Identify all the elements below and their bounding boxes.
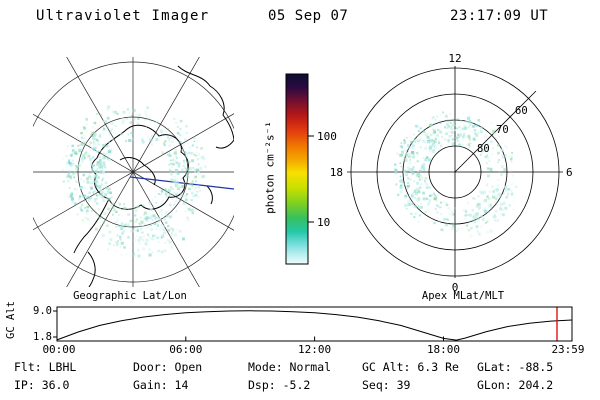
status-flt: Flt: LBHL <box>14 360 77 374</box>
mlt-label-0: 0 <box>452 281 459 294</box>
alt-ytick-1-8: 1.8 <box>33 331 52 343</box>
colorbar-gradient <box>285 73 309 265</box>
colorbar: 100 10 <box>285 73 337 265</box>
coastline-peninsula <box>73 198 110 254</box>
xtick-0600: 06:00 <box>169 343 202 356</box>
status-glat: GLat: -88.5 <box>477 360 554 374</box>
mlat-label-70: 70 <box>496 124 509 136</box>
altitude-x-ticks <box>53 310 444 341</box>
colorbar-tick-label-10: 10 <box>317 216 330 229</box>
mlat-label-80: 80 <box>477 143 490 155</box>
status-ip: IP: 36.0 <box>14 378 70 392</box>
coastline-south-america <box>87 251 96 287</box>
alt-ytick-9: 9.0 <box>33 305 52 317</box>
status-seq: Seq: 39 <box>362 378 411 392</box>
status-dsp: Dsp: -5.2 <box>248 378 311 392</box>
mlt-label-12: 12 <box>448 52 461 65</box>
geo-lat-lon-grid <box>33 57 234 287</box>
apex-polar-panel: 12 0 18 6 60 70 80 <box>330 52 573 294</box>
mlat-label-60: 60 <box>515 105 528 117</box>
status-glon: GLon: 204.2 <box>477 378 554 392</box>
observation-time: 23:17:09 UT <box>450 8 549 24</box>
mlt-label-18: 18 <box>330 166 343 179</box>
gc-altitude-curve <box>56 310 572 341</box>
apex-polar-grid <box>347 66 563 278</box>
page-title: Ultraviolet Imager <box>36 8 210 24</box>
mlt-label-6: 6 <box>566 166 573 179</box>
aurora-emission-geo <box>62 104 207 258</box>
coastline-interior-detail <box>119 157 156 186</box>
colorbar-tick-label-100: 100 <box>317 130 337 143</box>
coastline-antarctica <box>91 124 189 210</box>
altitude-panel: 9.0 1.8 00:00 06:00 12:00 18:00 23:59 <box>33 305 585 356</box>
coastline-island <box>206 185 213 205</box>
status-door: Door: Open <box>133 360 203 374</box>
xtick-2359: 23:59 <box>551 343 584 356</box>
status-gain: Gain: 14 <box>133 378 189 392</box>
coastline <box>73 65 234 287</box>
aurora-emission-apex <box>393 111 518 238</box>
xtick-0000: 00:00 <box>42 343 75 356</box>
observation-date: 05 Sep 07 <box>268 8 349 24</box>
xtick-1200: 12:00 <box>298 343 331 356</box>
apex-panel-caption: Apex MLat/MLT <box>421 290 505 302</box>
altitude-plot-box <box>56 306 573 342</box>
status-gc-alt: GC Alt: 6.3 Re <box>362 360 459 374</box>
status-mode: Mode: Normal <box>248 360 332 374</box>
terminator-line <box>129 176 234 190</box>
xtick-1800: 18:00 <box>427 343 460 356</box>
geo-map-panel <box>33 57 234 287</box>
geo-panel-caption: Geographic Lat/Lon <box>73 290 187 302</box>
coastline-australia <box>177 65 234 149</box>
